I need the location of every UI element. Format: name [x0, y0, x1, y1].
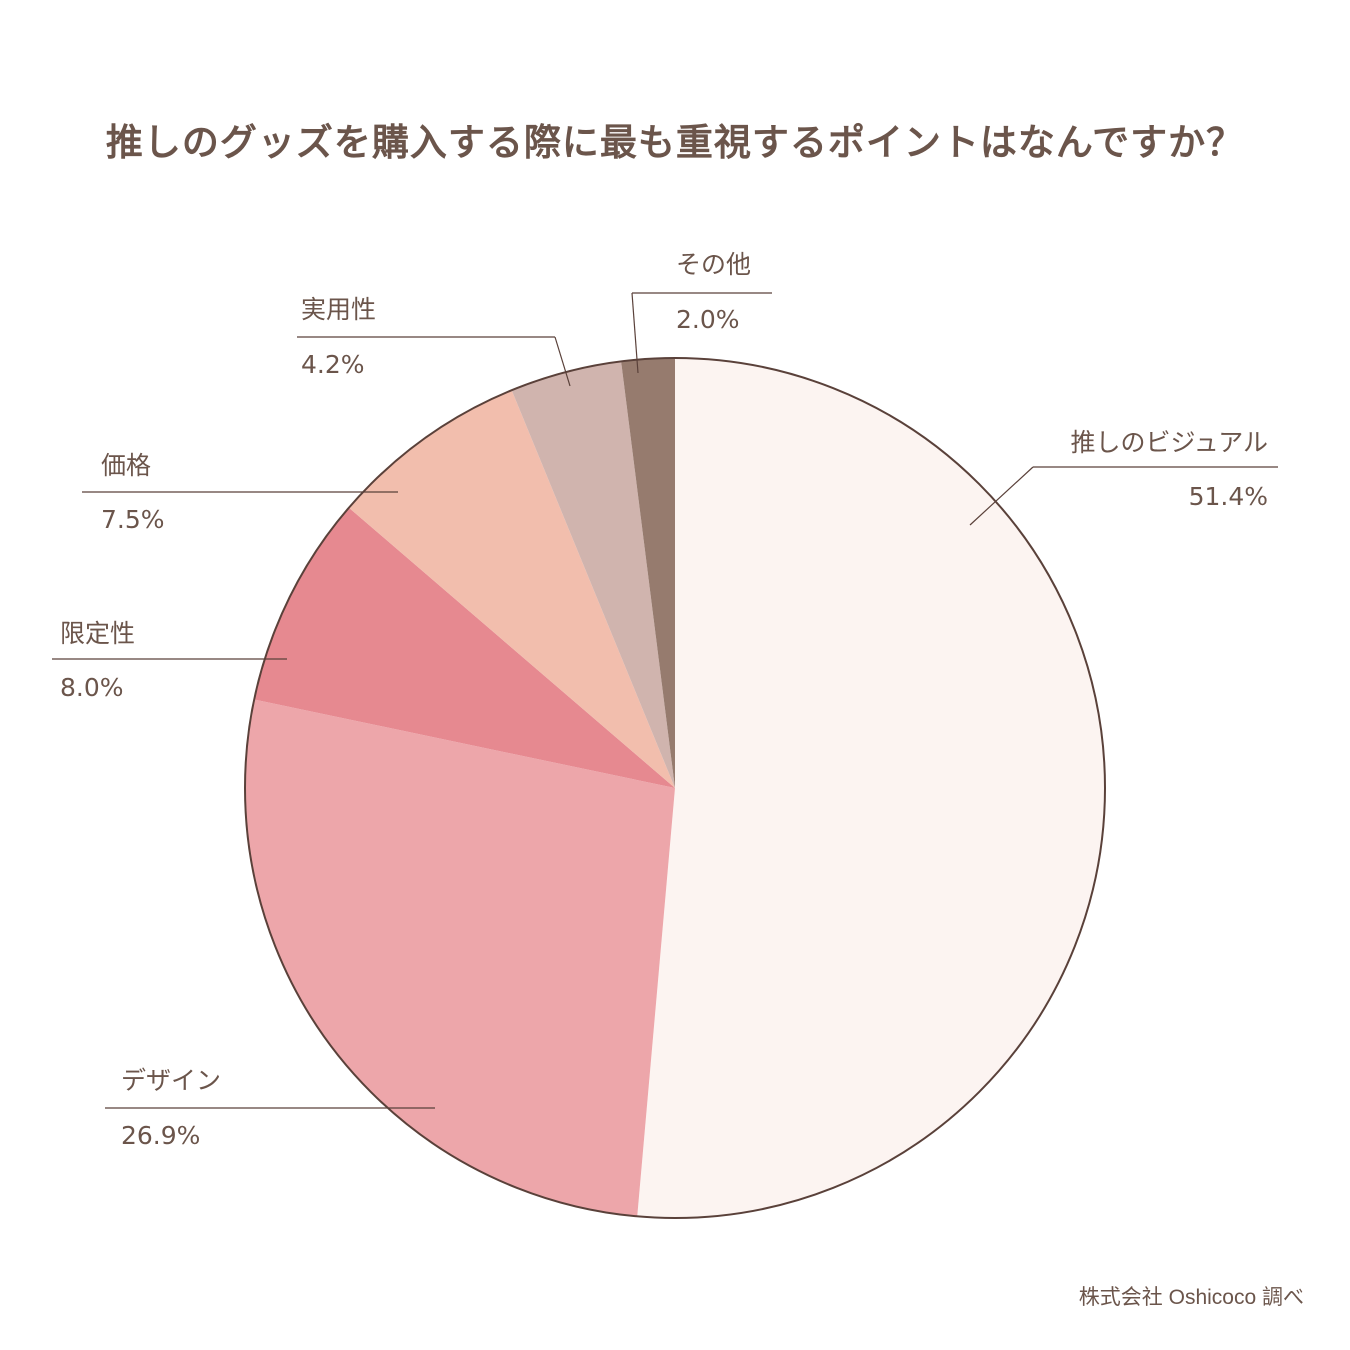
leader-line-4 — [554, 336, 571, 387]
chart-title: 推しのグッズを購入する際に最も重視するポイントはなんですか？ — [105, 121, 1245, 164]
leader-line-0 — [969, 466, 1034, 526]
pie-outline — [244, 357, 1106, 1219]
slice-label-2: 限定性 — [60, 619, 135, 648]
pie-slice-5 — [621, 358, 675, 788]
slice-label-3: 価格 — [101, 451, 151, 480]
pie-slice-4 — [511, 361, 675, 788]
pie-slice-3 — [348, 390, 675, 788]
source-credit: 株式会社 Oshicoco 調べ — [1078, 1286, 1304, 1309]
pie-slice-0 — [637, 358, 1105, 1218]
slice-label-1: デザイン — [121, 1066, 221, 1095]
pie-slice-1 — [245, 699, 675, 1217]
slice-label-0: 推しのビジュアル — [1070, 428, 1268, 457]
slice-value-2: 8.0% — [60, 673, 124, 702]
pie-slice-2 — [254, 507, 675, 788]
slice-value-5: 2.0% — [676, 305, 740, 334]
leader-line-5 — [631, 292, 639, 374]
slice-labels: 推しのビジュアル 51.4% デザイン 26.9% 限定性 8.0% 価格 7.5% 実用性 4.… — [52, 250, 1278, 1150]
slice-label-4: 実用性 — [301, 295, 376, 324]
slice-value-3: 7.5% — [101, 505, 165, 534]
slice-value-0: 51.4% — [1189, 482, 1268, 511]
pie-slices — [245, 358, 1105, 1218]
slice-value-1: 26.9% — [121, 1121, 200, 1150]
slice-label-5: その他 — [676, 250, 751, 279]
slice-value-4: 4.2% — [301, 350, 365, 379]
